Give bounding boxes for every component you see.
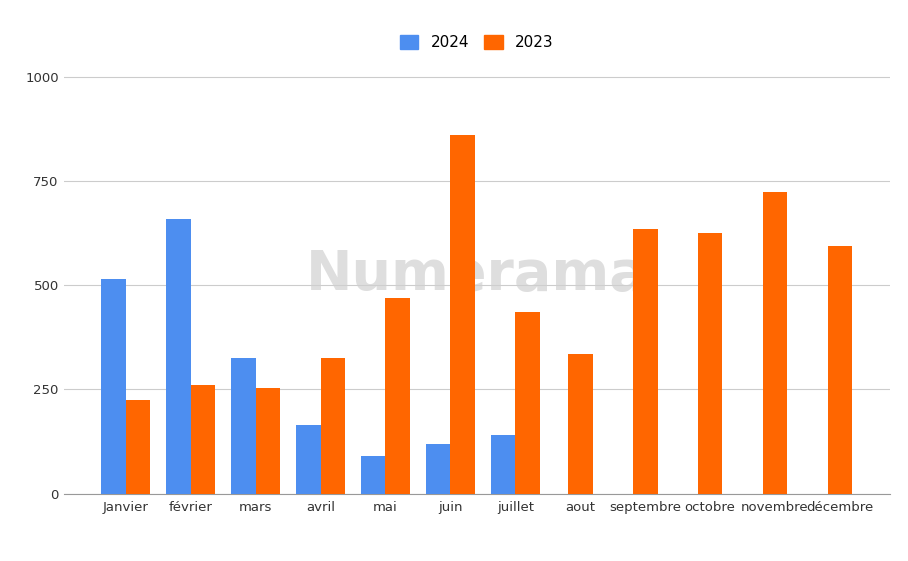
Bar [490,435,516,494]
Bar [231,358,256,494]
Legend: 2024, 2023: 2024, 2023 [394,29,559,56]
Bar [827,246,853,494]
Bar [568,354,593,494]
Bar [763,191,787,494]
Bar [296,425,321,494]
Bar [256,388,281,494]
Bar [191,385,215,494]
Bar [166,219,191,494]
Bar [633,229,657,494]
Bar [450,135,475,494]
Bar [126,400,151,494]
Bar [101,279,126,494]
Text: Numerama: Numerama [306,248,647,302]
Bar [697,233,723,494]
Bar [360,456,386,494]
Bar [426,444,450,494]
Bar [386,298,410,494]
Bar [321,358,345,494]
Bar [516,312,540,494]
